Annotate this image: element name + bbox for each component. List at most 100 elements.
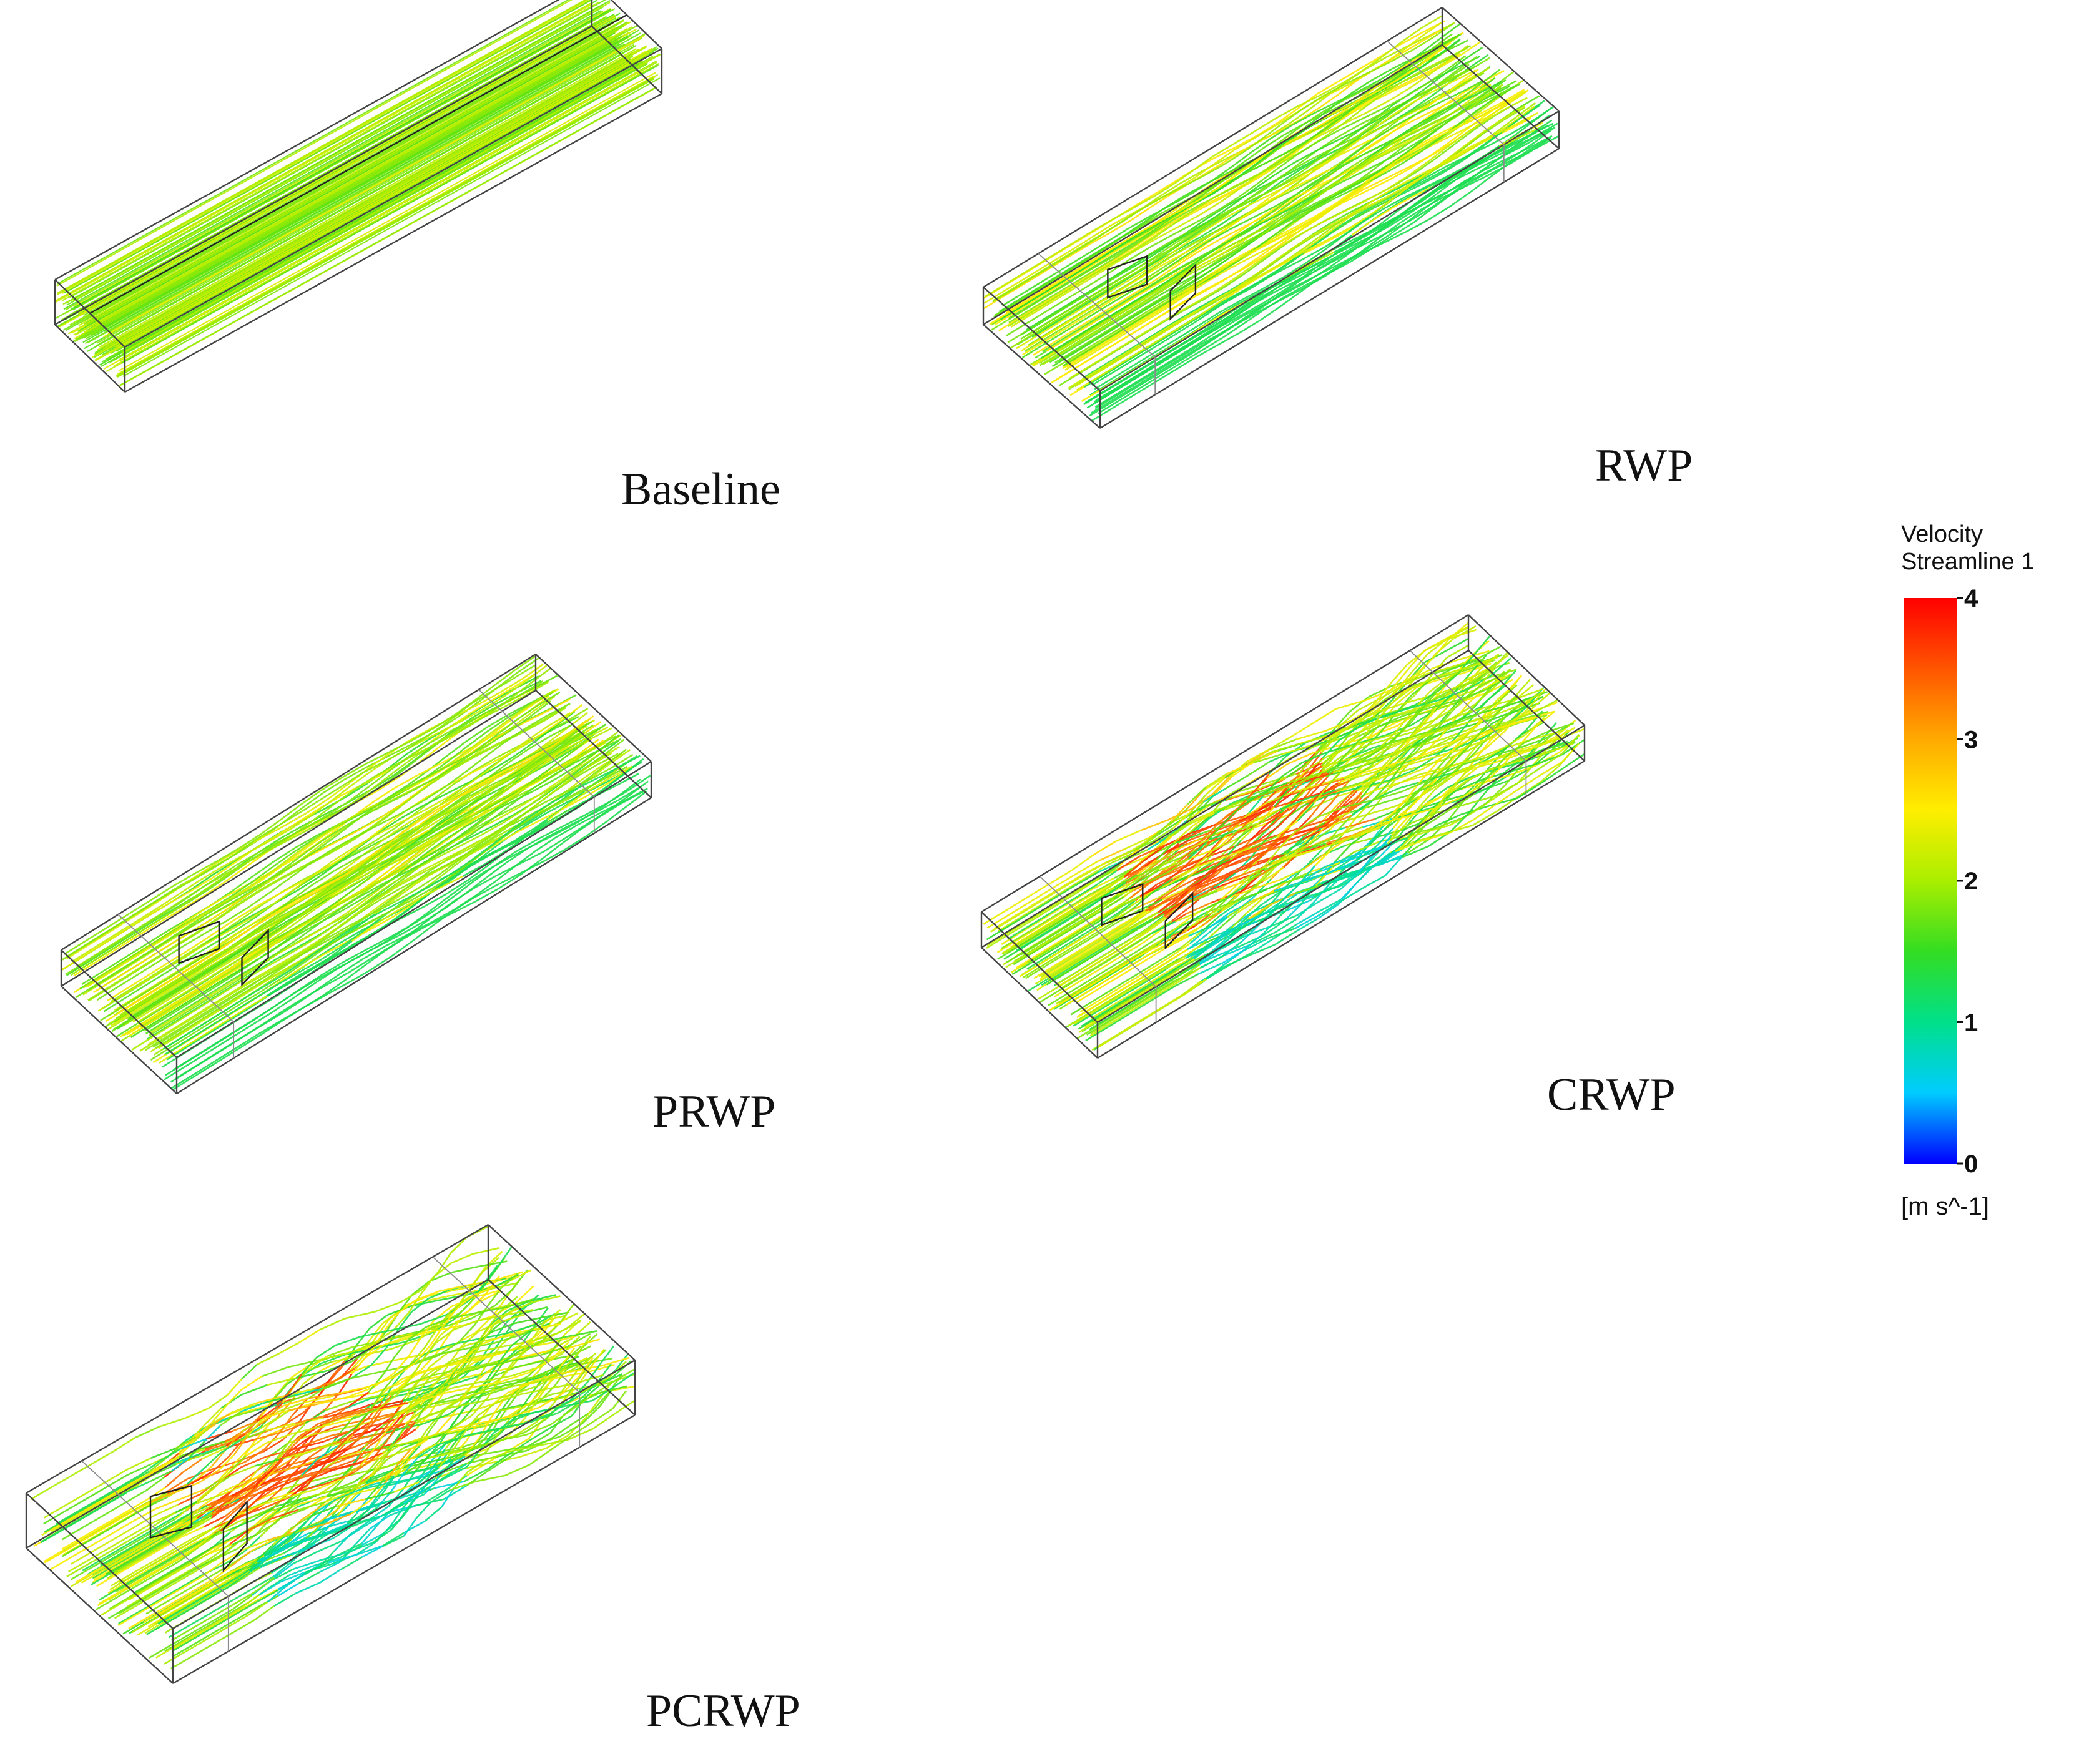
streamline-segment	[414, 152, 440, 167]
streamline-segment	[606, 86, 632, 100]
streamline-segment	[533, 26, 558, 41]
streamline-segment	[484, 153, 509, 169]
streamline-segment	[268, 184, 294, 199]
streamline-segment	[606, 58, 631, 74]
streamline-segment	[257, 177, 283, 193]
streamline-segment	[451, 62, 477, 77]
streamline-segment	[93, 270, 119, 285]
streamline-segment	[142, 316, 167, 331]
streamline-segment	[586, 36, 611, 51]
streamline-segment	[159, 232, 185, 247]
streamline-segment	[581, 0, 607, 14]
streamline-segment	[584, 57, 611, 72]
streamline-segment	[219, 239, 245, 255]
streamline-segment	[415, 130, 440, 146]
streamline-segment	[524, 109, 550, 124]
streamline-segment	[366, 158, 391, 173]
streamline-segment	[244, 198, 270, 213]
streamline-segment	[109, 348, 135, 363]
streamline-segment	[280, 253, 306, 268]
streamline-segment	[438, 139, 464, 154]
streamline-segment	[219, 211, 245, 227]
panel-rwp: RWP	[982, 6, 1693, 491]
streamline-segment	[313, 221, 338, 237]
streamline-segment	[215, 275, 241, 291]
streamline-segment	[193, 277, 219, 293]
streamline-segment	[293, 198, 318, 214]
panel-label-baseline: Baseline	[621, 464, 780, 515]
streamline-segment	[118, 356, 144, 372]
streamline-segment	[99, 333, 124, 348]
streamline-segment	[439, 117, 464, 132]
streamline-segment	[234, 200, 260, 215]
streamline-segment	[73, 293, 99, 308]
streamline-segment	[403, 96, 429, 112]
streamline-segment	[266, 237, 292, 252]
streamline-segment	[270, 238, 295, 253]
streamline-segment	[123, 319, 149, 335]
streamline-segment	[538, 89, 564, 104]
streamline-segment	[280, 244, 306, 260]
streamline-segment	[524, 117, 549, 133]
streamline-segment	[1233, 137, 1255, 151]
streamline-segment	[317, 157, 343, 172]
streamline-segment	[144, 305, 170, 320]
streamlines-rwp	[983, 15, 1560, 421]
streamline-segment	[362, 221, 388, 236]
streamline-segment	[183, 212, 209, 227]
streamline-segment	[574, 0, 592, 10]
streamline-segment	[510, 101, 536, 117]
streamline-segment	[511, 98, 537, 113]
streamline-segment	[86, 265, 111, 281]
streamline-segment	[243, 247, 268, 262]
streamline-segment	[245, 251, 271, 267]
streamline-segment	[208, 205, 234, 220]
channel-edge	[124, 47, 662, 348]
streamline-segment	[499, 131, 525, 146]
streamline-segment	[526, 28, 551, 44]
streamline-segment	[1088, 232, 1111, 246]
streamline-segment	[122, 265, 147, 281]
streamline-segment	[559, 74, 584, 89]
streamline-segment	[460, 167, 485, 182]
streamline-segment	[97, 279, 123, 295]
streamline-segment	[166, 302, 192, 318]
streamline-segment	[548, 104, 574, 119]
streamline-segment	[343, 197, 368, 212]
streamline-segment	[488, 90, 514, 105]
streamline-segment	[561, 21, 587, 37]
streamline-segment	[557, 12, 582, 27]
streamline-segment	[159, 312, 184, 327]
streamline-segment	[337, 134, 363, 149]
streamline-segment	[256, 170, 282, 186]
streamline-segment	[93, 343, 119, 358]
streamline-segment	[134, 335, 159, 350]
streamline-segment	[367, 184, 393, 198]
streamline-segment	[386, 107, 412, 122]
streamline-segment	[97, 307, 123, 322]
streamline-segment	[221, 265, 247, 280]
streamline-segment	[454, 78, 479, 93]
streamline-segment	[73, 321, 99, 336]
streamline-segment	[315, 210, 340, 225]
streamline-segment	[97, 328, 122, 344]
streamline-segment	[1044, 361, 1066, 376]
streamline-segment	[463, 125, 488, 140]
streamline-segment	[561, 49, 587, 65]
streamline-segment	[574, 1, 600, 17]
streamline-segment	[378, 198, 403, 214]
streamline-segment	[207, 198, 233, 213]
streamline-segment	[219, 261, 244, 276]
streamline-segment	[452, 69, 478, 84]
streamline-segment	[232, 271, 257, 287]
streamline-segment	[191, 316, 217, 331]
streamline-segment	[508, 139, 534, 155]
streamline-segment	[411, 93, 436, 109]
streamline-segment	[533, 99, 558, 114]
streamline-segment	[207, 285, 233, 300]
streamline-segment	[243, 225, 270, 241]
streamline-segment	[379, 110, 405, 125]
streamline-segment	[500, 122, 526, 137]
streamline-segment	[390, 116, 416, 132]
streamline-segment	[460, 66, 485, 81]
